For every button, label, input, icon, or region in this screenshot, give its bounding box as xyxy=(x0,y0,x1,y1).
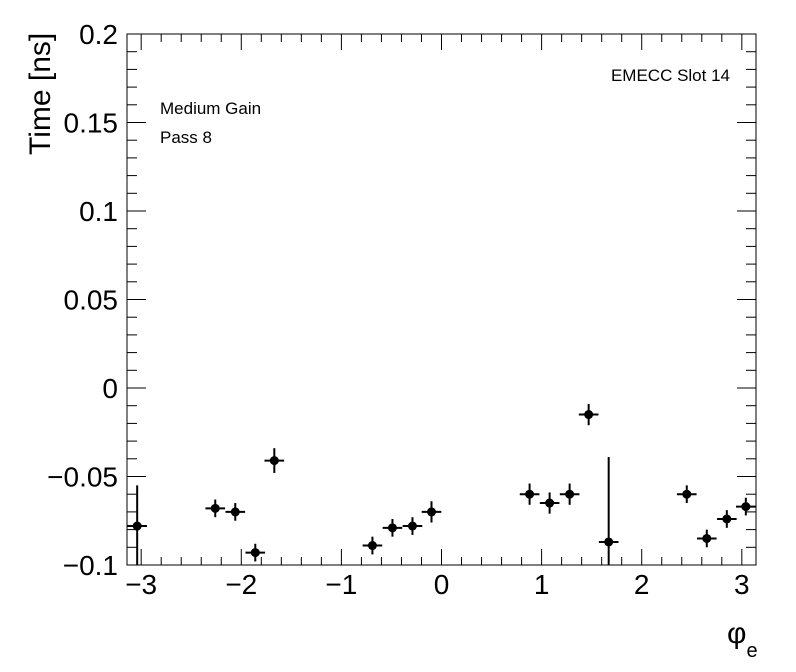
data-point xyxy=(519,483,540,505)
data-point xyxy=(421,501,442,523)
point-marker xyxy=(407,521,417,531)
data-point xyxy=(696,529,717,548)
data-points xyxy=(127,403,756,565)
annotation-pass: Pass 8 xyxy=(160,128,212,147)
x-tick-label: −2 xyxy=(225,569,257,600)
y-tick-label: 0.1 xyxy=(79,196,118,227)
annotation-gain: Medium Gain xyxy=(160,99,261,118)
y-tick-label: 0 xyxy=(102,373,118,404)
point-marker xyxy=(269,456,279,466)
y-tick-label: 0.15 xyxy=(64,108,119,139)
data-point xyxy=(127,485,147,565)
point-marker xyxy=(367,541,377,551)
data-point xyxy=(402,517,423,535)
point-marker xyxy=(250,548,260,558)
x-axis-title: φe xyxy=(727,617,758,662)
y-tick-label: 0.05 xyxy=(64,285,119,316)
point-marker xyxy=(210,503,220,513)
point-marker xyxy=(426,507,436,517)
point-marker xyxy=(584,410,594,420)
point-marker xyxy=(525,489,535,499)
data-point xyxy=(245,543,266,562)
x-tick-label: −1 xyxy=(325,569,357,600)
x-tick-label: 3 xyxy=(734,569,750,600)
point-marker xyxy=(545,498,555,508)
data-point xyxy=(264,448,285,473)
data-point xyxy=(676,485,697,504)
y-tick-label: −0.1 xyxy=(63,550,118,581)
data-point xyxy=(559,483,580,505)
point-marker xyxy=(387,523,397,533)
data-point xyxy=(736,497,756,516)
data-point xyxy=(205,499,226,518)
x-tick-label: −3 xyxy=(125,569,157,600)
data-point xyxy=(578,403,599,426)
point-marker xyxy=(230,507,240,517)
data-point xyxy=(382,518,403,537)
x-axis-symbol: φ xyxy=(727,617,746,650)
data-point xyxy=(598,457,619,565)
y-tick-label: 0.2 xyxy=(79,19,118,50)
point-marker xyxy=(565,489,575,499)
x-tick-label: 1 xyxy=(534,569,550,600)
point-marker xyxy=(132,521,142,531)
x-tick-label: 2 xyxy=(634,569,650,600)
point-marker xyxy=(741,502,751,512)
axis-ticks xyxy=(127,33,756,566)
tick-labels: −3 −2 −1 0 1 2 3 −0.1 −0.05 0 0.05 0.1 0.15 0.2 xyxy=(47,19,749,600)
point-marker xyxy=(604,537,614,547)
y-tick-label: −0.05 xyxy=(47,462,118,493)
data-point xyxy=(362,536,383,555)
point-marker xyxy=(702,533,712,543)
point-marker xyxy=(682,489,692,499)
x-axis-subscript: e xyxy=(746,640,757,662)
y-axis-title: Time [ns] xyxy=(24,33,57,155)
data-point xyxy=(716,510,737,528)
x-tick-label: 0 xyxy=(434,569,450,600)
data-point xyxy=(539,492,560,514)
point-marker xyxy=(722,514,732,524)
annotation-slot: EMECC Slot 14 xyxy=(611,66,730,85)
data-point xyxy=(225,503,246,521)
